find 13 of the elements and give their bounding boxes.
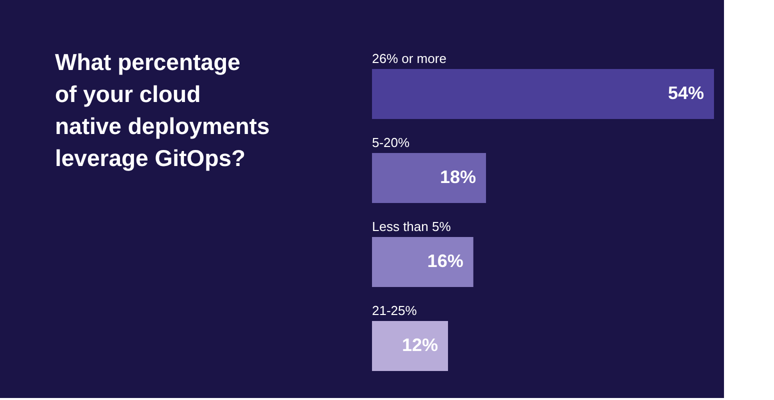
y-tick-label: 5-20%	[372, 135, 410, 150]
y-tick-label: Less than 5%	[372, 219, 452, 234]
data-label: 12%	[402, 335, 438, 355]
text: What percentage of your cloud native deployments leverage GitOps?	[55, 49, 270, 171]
y-tick-label: 26% or more	[372, 51, 446, 66]
bar	[372, 153, 486, 203]
data-label: 16%	[427, 251, 464, 271]
bar	[372, 69, 714, 119]
data-label: 18%	[440, 167, 476, 187]
data-label: 54%	[668, 83, 704, 103]
bar	[372, 321, 448, 371]
bar	[372, 237, 474, 287]
y-tick-label: 21-25%	[372, 303, 418, 318]
